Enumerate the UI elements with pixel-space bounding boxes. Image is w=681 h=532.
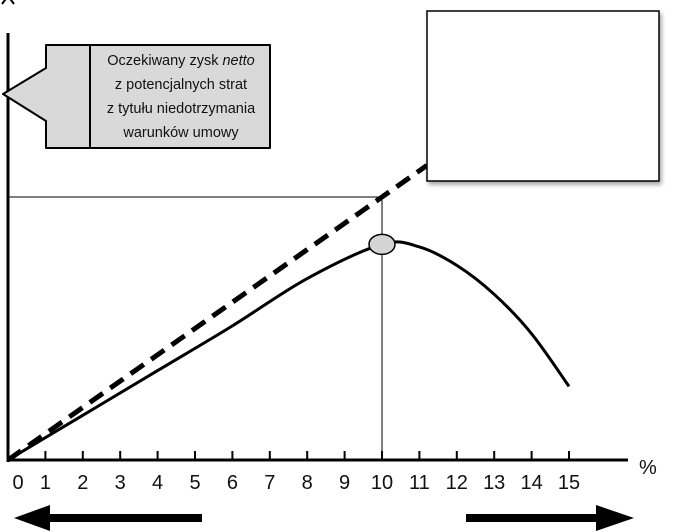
right-direction-arrow — [466, 505, 634, 531]
x-ticks: 0 1 2 3 4 5 6 7 8 9 10 11 12 13 14 15 — [12, 451, 580, 494]
callout-line: z tytułu niedotrzymania — [107, 101, 256, 117]
x-tick-label: 11 — [409, 472, 430, 494]
left-direction-arrow — [14, 505, 202, 531]
x-unit-label: % — [639, 457, 657, 479]
x-tick-label: 7 — [264, 472, 275, 494]
x-tick-label: 1 — [40, 472, 51, 494]
x-tick-label: 15 — [558, 472, 580, 494]
x-tick-label: 13 — [483, 472, 505, 494]
series-layer — [6, 163, 571, 463]
callout-line: z potencjalnych strat — [115, 77, 247, 93]
callout-line: Oczekiwany zysk netto — [107, 53, 254, 69]
x-tick-label: 12 — [446, 472, 468, 494]
x-tick-label: 6 — [227, 472, 238, 494]
callout-line: warunków umowy — [122, 125, 239, 141]
x-tick-label: 10 — [371, 472, 393, 494]
callout-text: Oczekiwany zysk netto z potencjalnych str… — [107, 53, 256, 141]
x-tick-label: 2 — [77, 472, 88, 494]
callout-arrow-shape — [2, 44, 271, 149]
x-tick-label: 9 — [339, 472, 350, 494]
axes — [1, 0, 628, 462]
optimum-marker — [368, 233, 396, 256]
empty-label-box — [426, 10, 660, 182]
net-profit-callout: Oczekiwany zysk netto z potencjalnych str… — [2, 44, 271, 149]
x-tick-label: 4 — [152, 472, 163, 494]
x-tick-label: 0 — [12, 472, 23, 494]
x-tick-label: 14 — [520, 472, 542, 494]
dashed-expected-line — [6, 163, 429, 463]
solid-actual-curve — [7, 240, 571, 462]
x-tick-label: 5 — [189, 472, 200, 494]
x-tick-label: 8 — [302, 472, 313, 494]
y-axis-arrowhead — [1, 0, 15, 5]
x-tick-label: 3 — [115, 472, 126, 494]
